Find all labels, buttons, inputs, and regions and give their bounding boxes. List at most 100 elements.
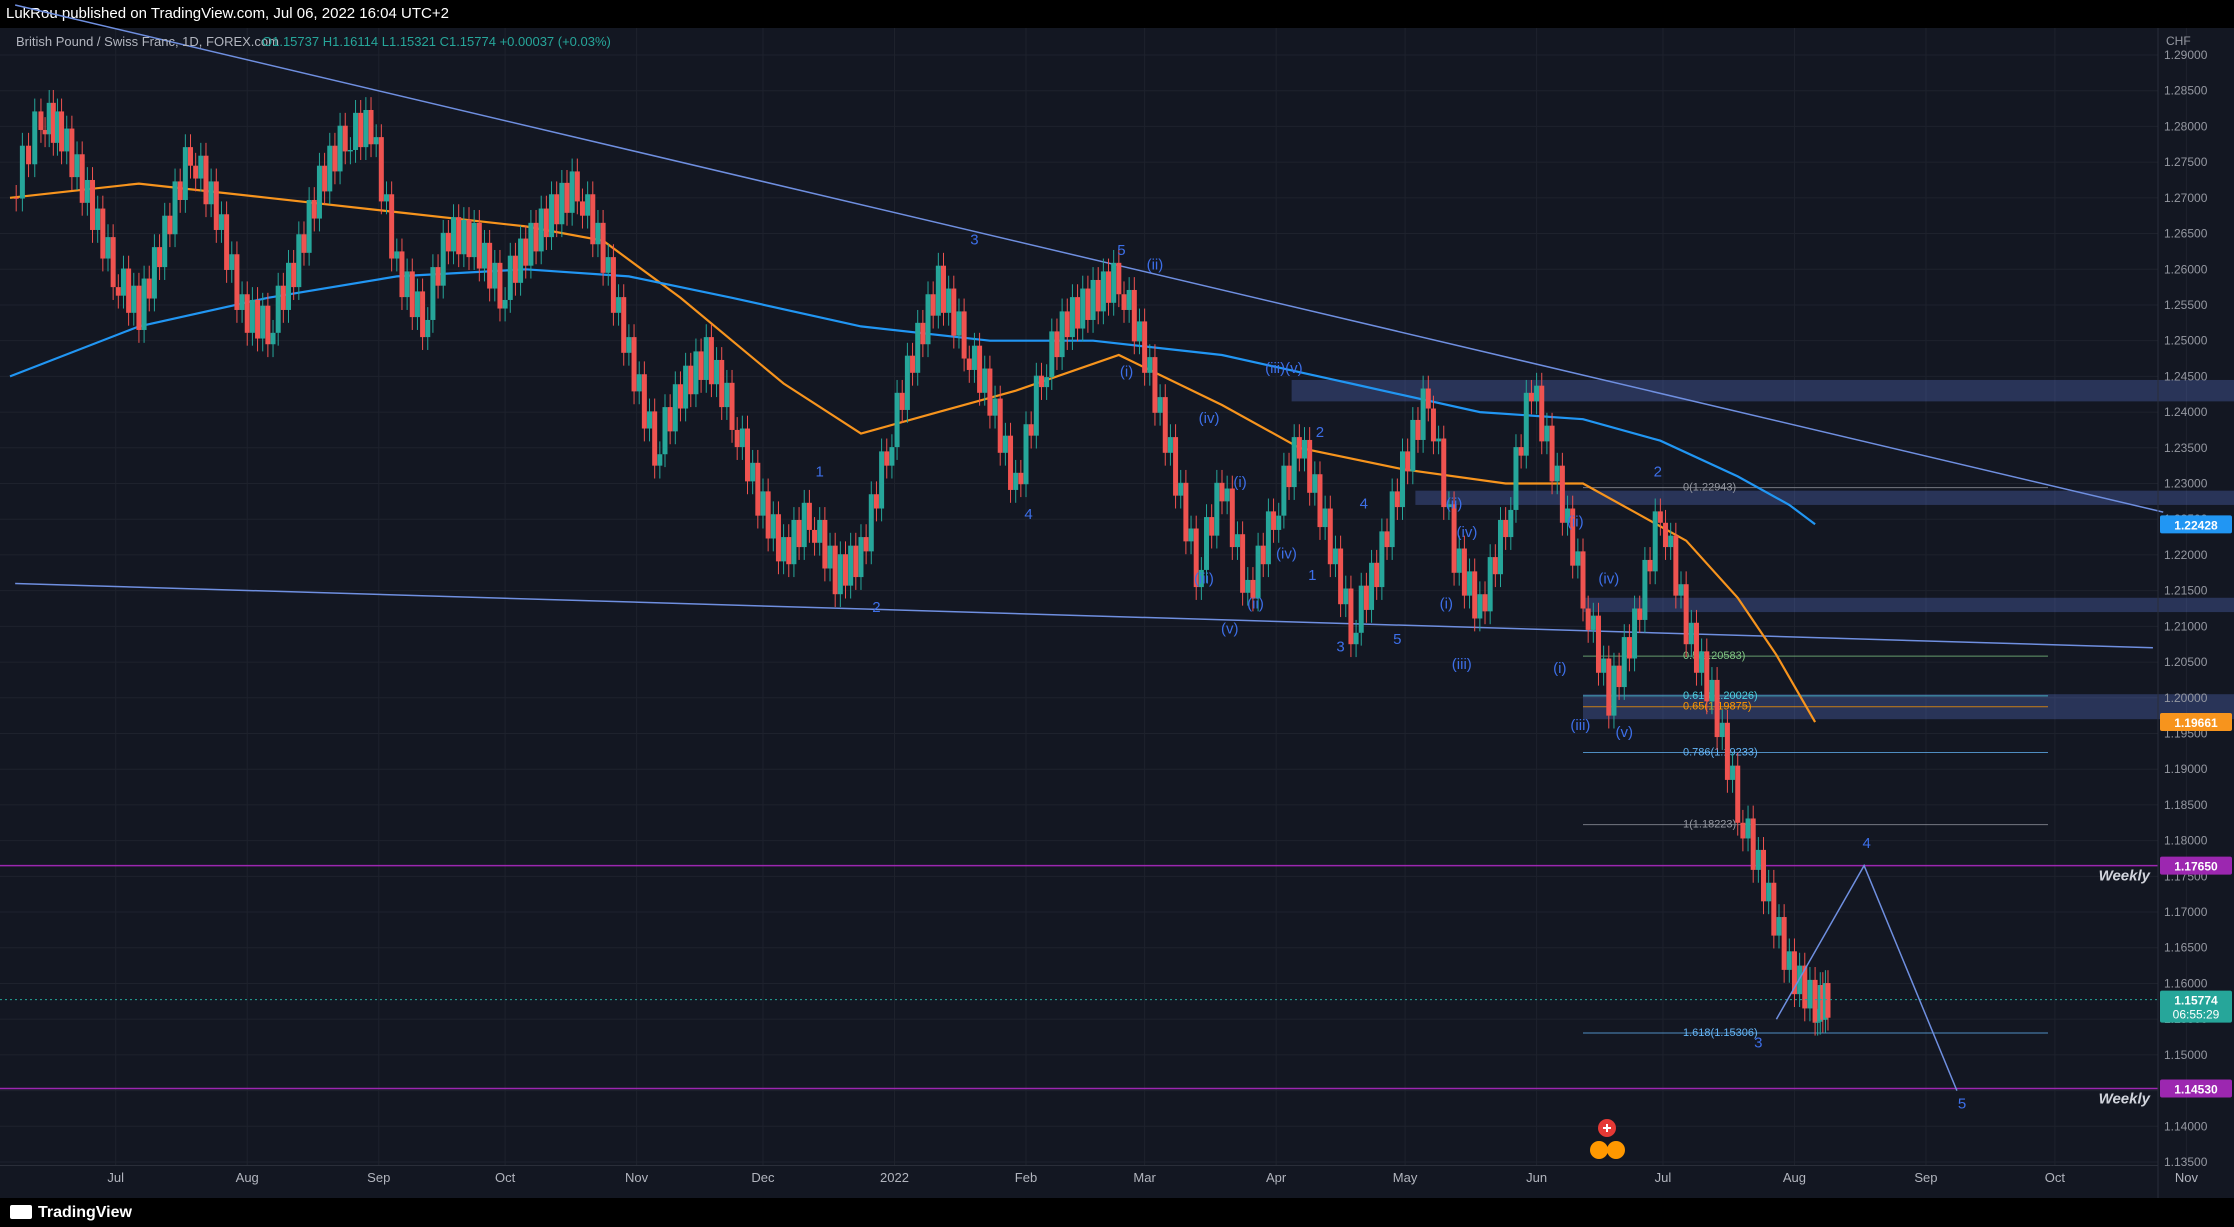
- moving-average-line: [9, 268, 1816, 526]
- candle-body: [1472, 571, 1478, 619]
- candle-body: [1302, 439, 1308, 459]
- candle-body: [1683, 584, 1689, 645]
- candle-body: [1430, 408, 1436, 442]
- y-tick-label: 1.21500: [2164, 584, 2208, 598]
- price-badge-bg: [2160, 856, 2232, 875]
- candle-body: [1080, 288, 1086, 329]
- candle-body: [1652, 511, 1658, 572]
- candle-body: [1647, 559, 1653, 572]
- candle-body: [285, 262, 291, 310]
- candle-body: [182, 147, 188, 200]
- candle-body: [1085, 288, 1091, 320]
- candle-body: [538, 208, 544, 252]
- candle-body: [750, 462, 756, 482]
- y-tick-label: 1.24500: [2164, 369, 2208, 383]
- candle-body: [208, 181, 214, 205]
- chart-background: [0, 28, 2234, 1198]
- candle-body: [445, 232, 451, 252]
- x-tick-label: Jul: [107, 1170, 124, 1185]
- candle-body: [961, 311, 967, 359]
- candle-body: [585, 194, 591, 216]
- candle-body: [920, 322, 926, 345]
- candle-body: [1559, 465, 1565, 523]
- wave-label: (ii): [1446, 496, 1463, 513]
- candle-body: [1307, 439, 1313, 493]
- candle-body: [476, 222, 482, 269]
- y-tick-label: 1.17000: [2164, 905, 2208, 919]
- candle-body: [574, 171, 580, 202]
- uk-flag-icon-2[interactable]: [1607, 1141, 1625, 1159]
- candle-body: [1776, 917, 1782, 936]
- candle-body: [837, 554, 843, 595]
- wave-label: (iv): [1276, 546, 1297, 563]
- candle-body: [1338, 548, 1344, 605]
- candle-body: [1394, 491, 1400, 508]
- candle-body: [1580, 551, 1586, 609]
- candle-body: [1735, 765, 1741, 823]
- candle-body: [239, 294, 245, 310]
- candle-body: [1291, 437, 1297, 488]
- candle-body: [1049, 331, 1055, 378]
- wave-label: 4: [1862, 835, 1870, 852]
- candle-body: [1503, 519, 1509, 538]
- candle-body: [50, 102, 56, 143]
- candle-body: [404, 271, 410, 298]
- price-badge-value: 1.17650: [2174, 860, 2218, 874]
- candle-body: [755, 462, 761, 516]
- candle-body: [74, 154, 80, 178]
- wave-label: (iv): [1199, 410, 1220, 427]
- candle-body: [1198, 569, 1204, 588]
- publisher-bar: LukRou published on TradingView.com, Jul…: [0, 0, 2234, 28]
- zone-rect: [1415, 490, 2234, 505]
- candle-body: [1719, 722, 1725, 738]
- candle-body: [1332, 548, 1338, 565]
- price-chart[interactable]: Weekly Weekly 0(1.22943) 0.5(1.20583) 0.618…: [0, 0, 2234, 1198]
- wave-label: 1: [1308, 567, 1316, 584]
- candle-body: [1255, 545, 1261, 599]
- candle-body: [332, 145, 338, 172]
- y-tick-label: 1.14000: [2164, 1119, 2208, 1133]
- wave-label: 1: [816, 463, 824, 480]
- candle-body: [1389, 491, 1395, 548]
- candle-body: [1616, 665, 1622, 688]
- candle-body: [301, 234, 307, 253]
- candle-body: [1327, 508, 1333, 565]
- wave-label: (ii): [1147, 256, 1164, 273]
- symbol-title: British Pound / Swiss Franc, 1D, FOREX.c…: [16, 34, 279, 49]
- x-tick-label: Sep: [1914, 1170, 1937, 1185]
- candle-body: [662, 407, 668, 455]
- candle-body: [1044, 377, 1050, 388]
- uk-flag-icon[interactable]: [1590, 1141, 1608, 1159]
- candle-body: [42, 129, 48, 135]
- candle-body: [1626, 637, 1632, 659]
- candle-body: [358, 112, 364, 148]
- candle-body: [162, 215, 168, 268]
- candle-body: [672, 384, 678, 432]
- x-tick-label: Jul: [1655, 1170, 1672, 1185]
- candle-body: [1601, 658, 1607, 673]
- candle-body: [1002, 435, 1008, 453]
- y-tick-label: 1.20000: [2164, 691, 2208, 705]
- candle-body: [956, 311, 962, 336]
- candle-body: [863, 537, 869, 552]
- candle-body: [930, 294, 936, 316]
- x-tick-label: May: [1393, 1170, 1418, 1185]
- candle-body: [1106, 271, 1112, 303]
- candle-body: [260, 305, 266, 339]
- candle-body: [322, 165, 328, 192]
- candle-body: [1539, 385, 1545, 442]
- candle-body: [1322, 508, 1328, 528]
- candle-body: [884, 451, 890, 466]
- candle-body: [760, 491, 766, 516]
- tradingview-logo[interactable]: TradingView: [10, 1204, 132, 1222]
- y-tick-label: 1.16000: [2164, 976, 2208, 990]
- candle-body: [492, 262, 498, 289]
- event-icons[interactable]: [1590, 1119, 1625, 1159]
- y-tick-label: 1.23000: [2164, 477, 2208, 491]
- candle-body: [1116, 262, 1122, 295]
- candle-body: [770, 514, 776, 539]
- y-tick-label: 1.19000: [2164, 762, 2208, 776]
- candle-body: [172, 181, 178, 235]
- candle-body: [497, 262, 503, 309]
- candle-body: [420, 291, 426, 338]
